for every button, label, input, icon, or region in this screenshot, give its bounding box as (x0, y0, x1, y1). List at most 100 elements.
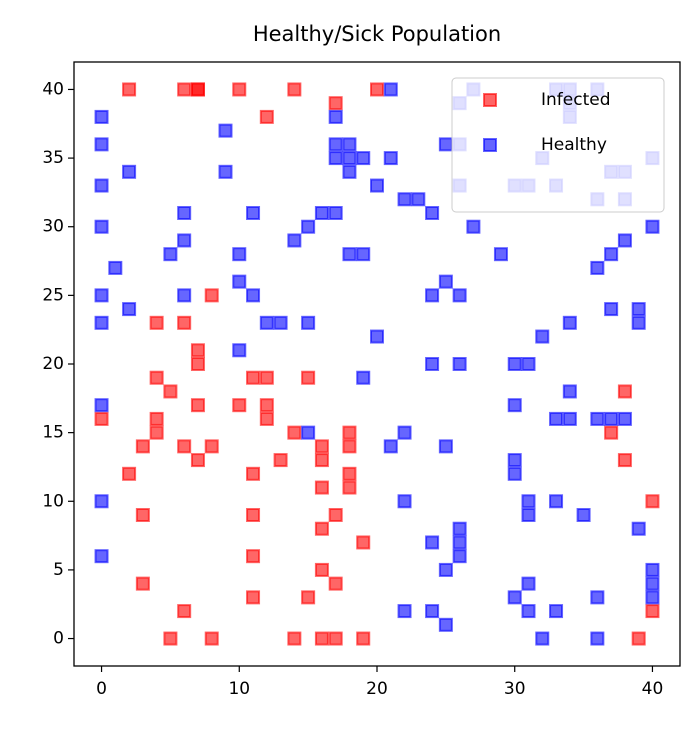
point (232, 82, 247, 97)
point (177, 315, 192, 330)
point (328, 508, 343, 522)
y-tick-label: 25 (42, 285, 64, 305)
point (342, 137, 357, 152)
point (507, 466, 522, 481)
point (328, 96, 343, 111)
point (177, 233, 192, 248)
point (604, 425, 619, 440)
point (521, 576, 536, 591)
point (259, 109, 274, 124)
point (204, 631, 219, 646)
x-tick-label: 0 (96, 679, 107, 699)
point (314, 206, 329, 220)
point (135, 508, 150, 522)
point (507, 398, 522, 413)
point (246, 288, 261, 303)
point (314, 631, 329, 646)
point (438, 274, 453, 289)
point (466, 219, 481, 234)
y-tick-label: 40 (42, 79, 64, 99)
point (246, 549, 261, 564)
point (273, 453, 288, 468)
point (246, 466, 261, 481)
point (122, 82, 137, 97)
point (604, 302, 619, 317)
point (493, 247, 508, 262)
point (232, 274, 247, 289)
point (383, 151, 398, 166)
legend-label: Healthy (541, 135, 607, 155)
point (149, 411, 164, 426)
point (452, 549, 467, 564)
point (301, 219, 316, 234)
point (246, 206, 261, 220)
point (590, 631, 605, 646)
point (287, 631, 302, 646)
x-tick-label: 40 (642, 679, 664, 699)
point (411, 192, 426, 207)
point (342, 247, 357, 262)
point (149, 370, 164, 385)
point (590, 411, 605, 426)
point (356, 631, 371, 646)
point (535, 631, 550, 646)
point (645, 590, 660, 605)
point (549, 604, 564, 619)
point (562, 384, 577, 399)
point (314, 439, 329, 454)
point (218, 123, 233, 138)
point (94, 137, 109, 152)
point (383, 439, 398, 454)
y-tick-label: 35 (42, 148, 64, 168)
point (342, 480, 357, 495)
y-tick-label: 10 (42, 491, 64, 511)
point (190, 343, 205, 358)
point (356, 151, 371, 166)
chart-title: Healthy/Sick Population (253, 22, 501, 46)
point (314, 521, 329, 536)
point (521, 357, 536, 371)
point (549, 411, 564, 426)
point (507, 357, 522, 371)
point (328, 151, 343, 166)
point (576, 508, 591, 522)
point (425, 604, 440, 619)
point (397, 494, 412, 509)
point (135, 576, 150, 591)
point (507, 453, 522, 468)
point (273, 315, 288, 330)
point (342, 466, 357, 481)
point (259, 315, 274, 330)
point (94, 494, 109, 509)
point (190, 82, 205, 97)
plot-area (94, 82, 660, 646)
point (328, 137, 343, 152)
point (425, 357, 440, 371)
x-tick-label: 10 (228, 679, 250, 699)
point (425, 206, 440, 220)
point (342, 425, 357, 440)
point (246, 590, 261, 605)
point (645, 576, 660, 591)
point (631, 315, 646, 330)
point (149, 315, 164, 330)
point (425, 535, 440, 550)
point (631, 631, 646, 646)
point (177, 288, 192, 303)
point (631, 521, 646, 536)
point (342, 151, 357, 166)
point (301, 590, 316, 605)
legend-marker (483, 138, 497, 152)
point (617, 233, 632, 248)
legend-marker (483, 93, 497, 107)
point (562, 315, 577, 330)
point (177, 439, 192, 454)
point (617, 453, 632, 468)
point (645, 562, 660, 577)
point (94, 398, 109, 413)
point (163, 384, 178, 399)
point (631, 302, 646, 317)
point (301, 370, 316, 385)
point (342, 164, 357, 179)
point (590, 590, 605, 605)
